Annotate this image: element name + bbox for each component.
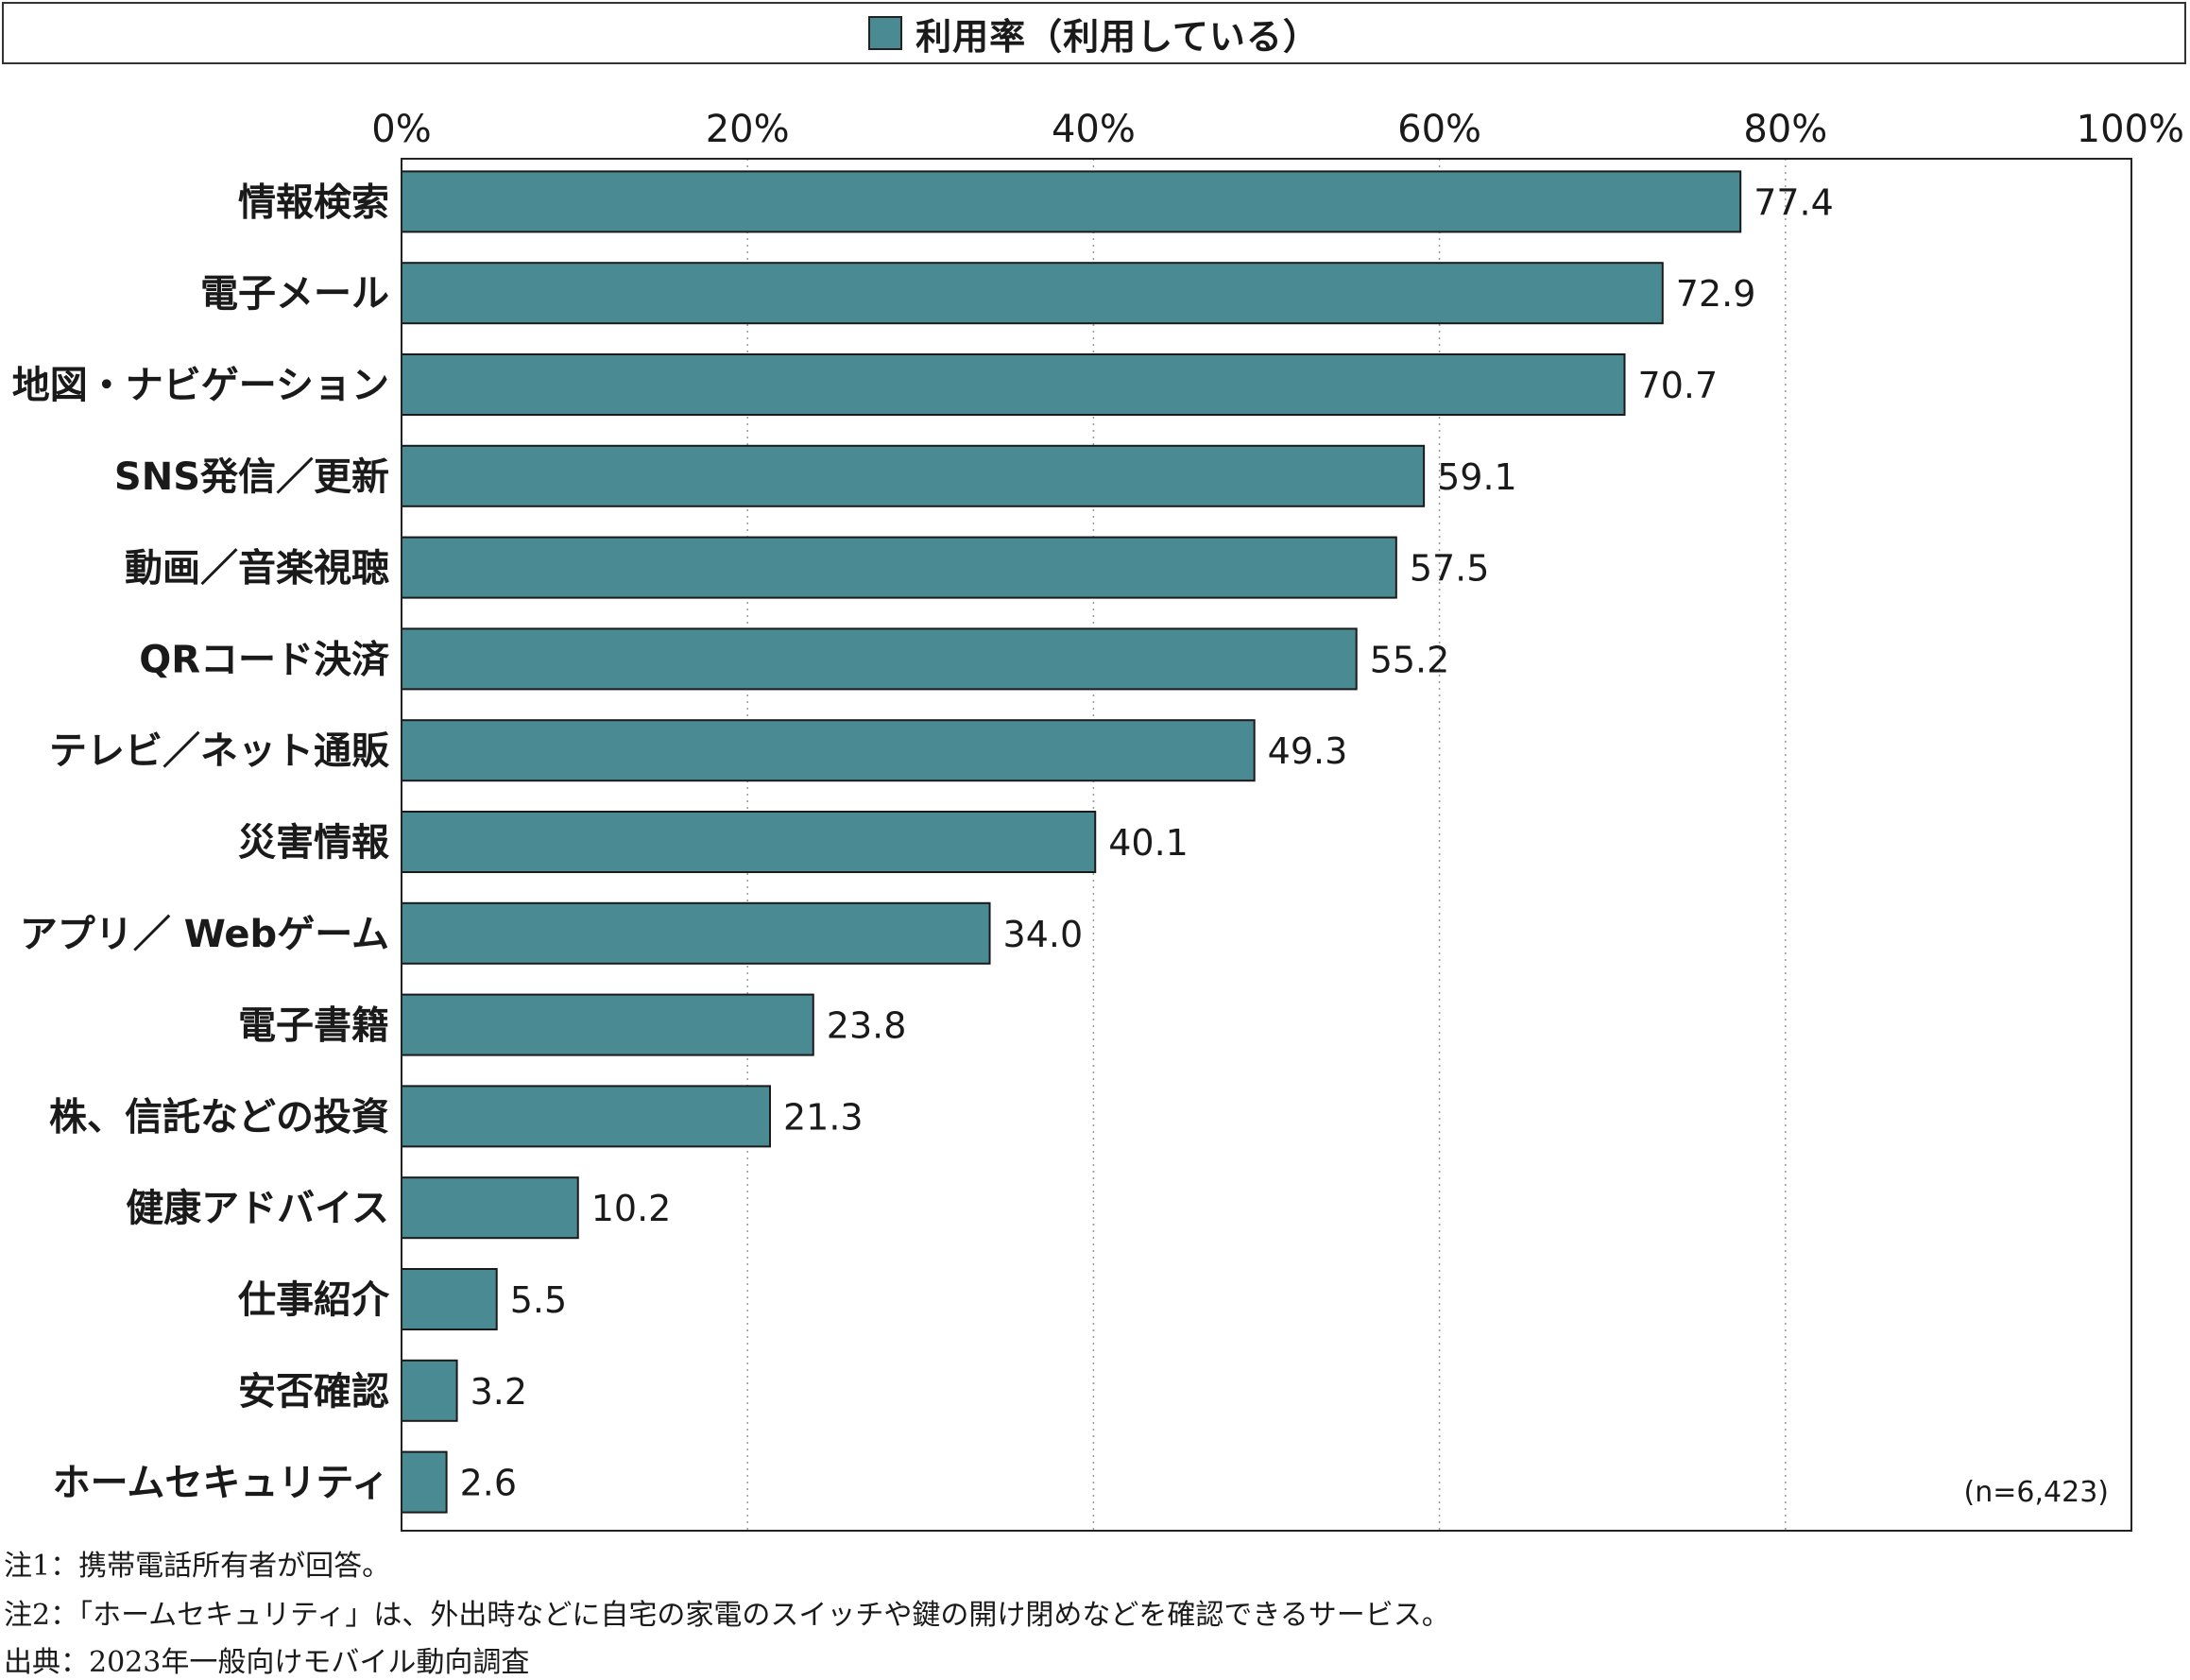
legend: 利用率（利用している） (2, 2, 2186, 64)
bar (401, 170, 1742, 233)
note-2: 注2：「ホームセキュリティ」は、外出時などに自宅の家電のスイッチや鍵の開け閉めな… (4, 1599, 1450, 1632)
category-label: SNS発信／更新 (114, 455, 389, 499)
category-label: アプリ／ Webゲーム (20, 913, 389, 956)
value-label: 59.1 (1437, 456, 1517, 498)
value-label: 5.5 (510, 1279, 567, 1321)
value-label: 70.7 (1638, 365, 1719, 406)
category-label: 情報検索 (238, 180, 389, 224)
category-label: 動画／音楽視聴 (125, 547, 389, 591)
x-tick-label: 100% (2077, 108, 2184, 151)
category-label: 健康アドバイス (126, 1187, 389, 1230)
category-label: 電子メール (200, 272, 389, 316)
sample-size-label: (n=6,423) (1963, 1476, 2109, 1509)
value-label: 49.3 (1268, 730, 1348, 772)
bar (401, 811, 1097, 873)
category-label: テレビ／ネット通販 (49, 729, 389, 773)
legend-label: 利用率（利用している） (915, 15, 1320, 58)
bar (401, 1450, 448, 1514)
category-label: 地図・ナビゲーション (12, 364, 389, 407)
plot-frame (401, 158, 2132, 1532)
category-label: 株、信託などの投資 (49, 1095, 389, 1139)
bar (401, 1268, 498, 1330)
category-label: ホームセキュリティ (53, 1462, 389, 1505)
bar (401, 536, 1397, 599)
value-label: 55.2 (1370, 639, 1450, 680)
category-label: 電子書籍 (238, 1004, 389, 1048)
value-label: 10.2 (591, 1188, 672, 1229)
source-note: 出典：2023年一般向けモバイル動向調査 (4, 1646, 530, 1679)
value-label: 57.5 (1410, 548, 1490, 590)
value-label: 2.6 (460, 1463, 517, 1504)
category-label: 仕事紹介 (238, 1278, 390, 1322)
bar (401, 627, 1358, 691)
category-label: QRコード決済 (139, 638, 390, 681)
value-label: 72.9 (1676, 273, 1756, 315)
value-labels: 77.4 72.9 70.7 59.1 57.5 55.2 49.3 40.1 34.0 23.8… (460, 181, 1834, 1503)
x-tick-label: 80% (1743, 108, 1827, 151)
x-tick-label: 40% (1052, 108, 1136, 151)
value-label: 21.3 (783, 1096, 864, 1138)
legend-swatch (868, 16, 903, 50)
bar (401, 353, 1626, 416)
category-label: 安否確認 (238, 1370, 389, 1414)
value-label: 3.2 (471, 1371, 527, 1413)
x-axis-ticks: 0% 20% 40% 60% 80% 100% (371, 108, 2184, 151)
bar (401, 262, 1664, 325)
x-tick-label: 60% (1397, 108, 1481, 151)
bar (401, 719, 1256, 782)
x-tick-label: 0% (371, 108, 431, 151)
x-tick-label: 20% (706, 108, 790, 151)
value-label: 34.0 (1003, 914, 1084, 955)
category-label: 災害情報 (238, 821, 389, 865)
bar (401, 1176, 579, 1240)
bar (401, 901, 991, 965)
value-label: 77.4 (1754, 181, 1834, 223)
bar (401, 444, 1426, 507)
value-label: 40.1 (1108, 822, 1189, 864)
bar (401, 1359, 458, 1422)
bar (401, 993, 814, 1056)
note-1: 注1：携帯電話所有者が回答。 (4, 1550, 391, 1583)
value-label: 23.8 (827, 1005, 907, 1047)
bar (401, 1085, 772, 1148)
bars (401, 170, 1742, 1514)
